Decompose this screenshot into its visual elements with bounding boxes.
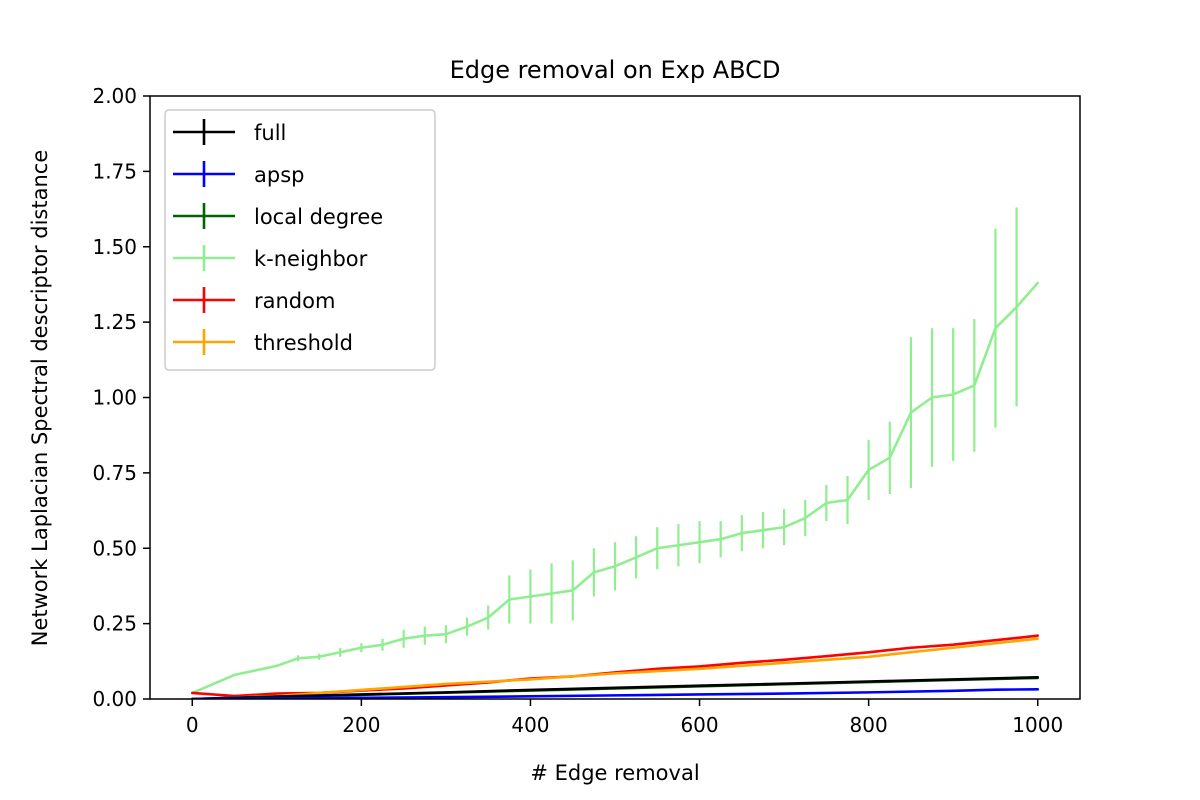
legend-entry-threshold: threshold <box>173 329 353 355</box>
y-axis-title: Network Laplacian Spectral descriptor di… <box>28 150 52 646</box>
x-tick-label: 200 <box>342 713 380 737</box>
x-tick-label: 1000 <box>1012 713 1063 737</box>
x-axis: 0 200 400 600 800 1000 <box>186 699 1063 737</box>
y-tick-label: 0.50 <box>92 536 137 560</box>
series-threshold <box>190 637 1040 699</box>
y-axis: 0.00 0.25 0.50 0.75 1.00 1.25 1.50 1.75 2.00 <box>92 84 150 711</box>
series-line-apsp <box>190 688 1040 699</box>
x-tick-label: 400 <box>511 713 549 737</box>
legend-entry-local-degree: local degree <box>173 203 383 229</box>
chart-title: Edge removal on Exp ABCD <box>450 56 781 84</box>
y-tick-label: 1.25 <box>92 310 137 334</box>
series-line-full <box>190 675 1040 699</box>
y-tick-label: 1.00 <box>92 386 137 410</box>
legend-entry-apsp: apsp <box>173 161 304 187</box>
legend-label: k-neighbor <box>254 247 368 271</box>
x-tick-label: 600 <box>680 713 718 737</box>
x-tick-label: 800 <box>850 713 888 737</box>
legend-label: local degree <box>254 205 383 229</box>
legend-label: apsp <box>254 163 304 187</box>
y-tick-label: 0.75 <box>92 461 137 485</box>
legend-label: threshold <box>254 331 353 355</box>
x-tick-label: 0 <box>186 713 199 737</box>
series-k-neighbor <box>190 207 1040 695</box>
series-line-threshold <box>190 637 1040 699</box>
y-tick-label: 1.75 <box>92 159 137 183</box>
series-full <box>190 675 1040 699</box>
legend-entry-full: full <box>173 119 286 145</box>
x-axis-title: # Edge removal <box>530 761 699 785</box>
y-tick-label: 2.00 <box>92 84 137 108</box>
legend-entry-k-neighbor: k-neighbor <box>173 245 368 271</box>
y-tick-label: 0.25 <box>92 612 137 636</box>
legend-entry-random: random <box>173 287 335 313</box>
plot-area <box>190 207 1040 699</box>
series-apsp <box>190 688 1040 699</box>
y-tick-label: 0.00 <box>92 687 137 711</box>
legend-label: full <box>254 121 286 145</box>
y-tick-label: 1.50 <box>92 235 137 259</box>
legend-label: random <box>254 289 335 313</box>
legend: full apsp local degree k-neighbor random thre… <box>164 109 436 371</box>
